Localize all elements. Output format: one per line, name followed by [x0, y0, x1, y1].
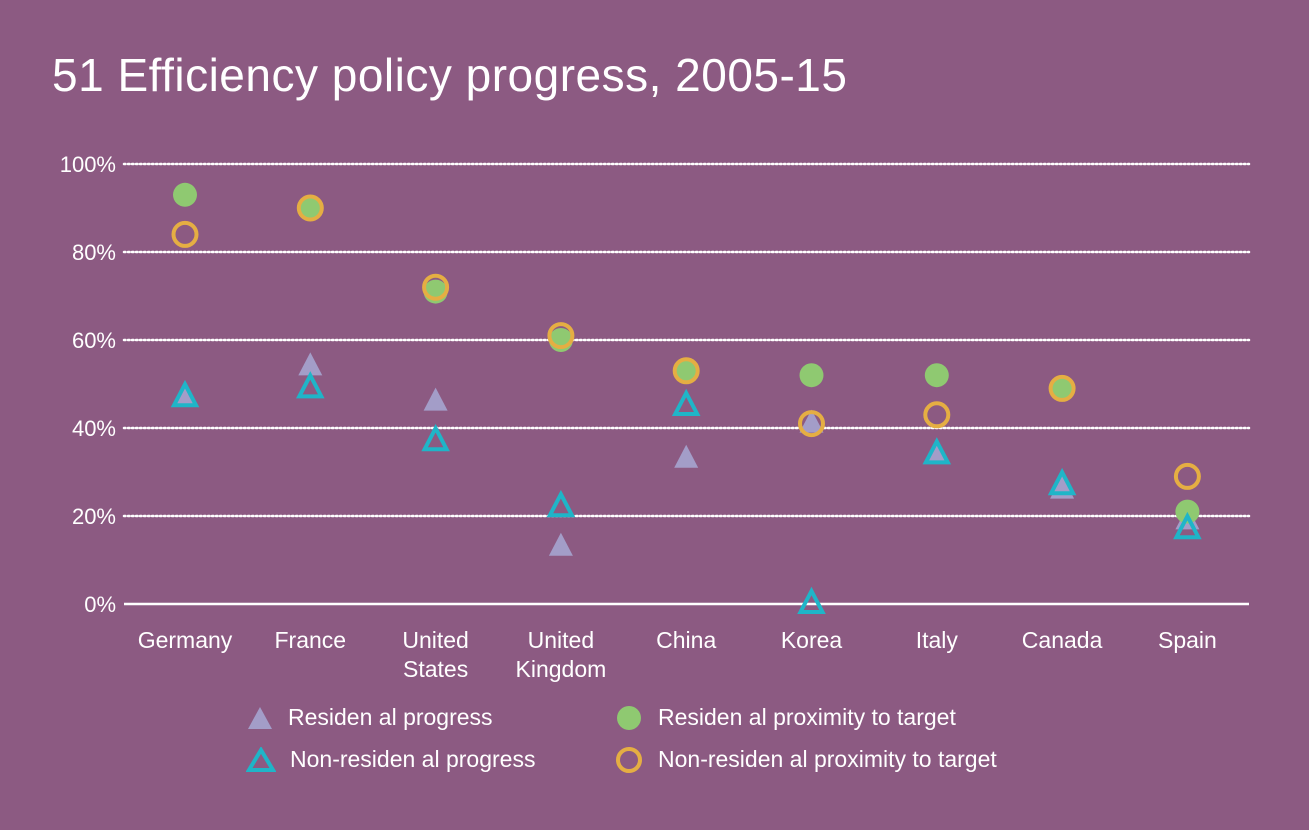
x-tick-label: Kingdom [516, 656, 607, 682]
point-nonresidential-proximity [923, 401, 951, 429]
point-nonresidential-progress [170, 379, 200, 408]
point-nonresidential-proximity [171, 220, 199, 248]
point-nonresidential-progress [295, 371, 325, 399]
point-residential-proximity [924, 363, 949, 388]
point-nonresidential-proximity [1048, 374, 1076, 402]
x-tick-label: China [656, 627, 716, 653]
x-tick-label: United [528, 627, 594, 653]
point-residential-progress [173, 383, 197, 407]
legend-item-residential-progress: Residen al progress [246, 704, 493, 731]
point-residential-proximity [298, 196, 323, 220]
point-residential-proximity [674, 358, 699, 383]
point-residential-proximity [1050, 376, 1075, 401]
x-tick-label: Canada [1022, 627, 1103, 653]
point-residential-progress [674, 444, 699, 468]
x-tick-label: Korea [781, 627, 843, 653]
legend-label: Residen al progress [288, 704, 493, 730]
point-nonresidential-proximity [547, 322, 575, 350]
legend-circle-filled-icon [617, 705, 641, 730]
legend-label: Non-residen al proximity to target [658, 746, 997, 772]
legend-triangle-filled-icon [248, 706, 272, 729]
legend-item-nonresidential-progress: Non-residen al progress [246, 746, 535, 773]
point-nonresidential-progress [671, 388, 701, 416]
legend-circle-open-icon [616, 746, 642, 773]
point-residential-progress [298, 352, 323, 376]
point-nonresidential-progress [546, 489, 576, 518]
legend-triangle-open-icon [246, 746, 276, 772]
legend-label: Non-residen al progress [290, 746, 536, 772]
y-tick-label: 20% [72, 504, 116, 529]
legend-item-residential-proximity: Residen al proximity to target [614, 704, 956, 731]
point-nonresidential-progress [1047, 467, 1077, 496]
point-nonresidential-proximity [798, 410, 825, 438]
y-tick-label: 80% [72, 240, 116, 265]
point-residential-progress [924, 440, 949, 464]
legend-item-nonresidential-proximity: Non-residen al proximity to target [614, 746, 997, 773]
x-tick-label: States [403, 656, 468, 682]
x-tick-label: Italy [916, 627, 959, 653]
x-tick-label: Spain [1158, 627, 1217, 653]
legend-label: Residen al proximity to target [658, 704, 956, 730]
point-nonresidential-progress [1173, 511, 1202, 540]
point-residential-progress [548, 532, 573, 556]
point-nonresidential-progress [922, 437, 952, 465]
chart-title: 51 Efficiency policy progress, 2005-15 [52, 49, 848, 101]
point-residential-progress [799, 409, 824, 433]
point-residential-proximity [799, 363, 824, 388]
point-nonresidential-progress [797, 586, 826, 614]
x-tick-label: Germany [138, 627, 233, 653]
point-nonresidential-proximity [1173, 462, 1201, 490]
point-nonresidential-proximity [296, 194, 324, 222]
x-tick-label: United [402, 627, 468, 653]
y-tick-label: 40% [72, 416, 116, 441]
point-nonresidential-proximity [422, 273, 450, 301]
y-tick-label: 60% [72, 328, 116, 353]
point-residential-progress [423, 387, 448, 411]
y-tick-label: 0% [84, 592, 116, 617]
point-residential-proximity [173, 182, 197, 207]
x-tick-label: France [275, 627, 347, 653]
point-nonresidential-proximity [672, 357, 700, 385]
y-tick-label: 100% [60, 152, 116, 177]
point-nonresidential-progress [421, 423, 450, 452]
point-residential-proximity [1175, 499, 1200, 524]
